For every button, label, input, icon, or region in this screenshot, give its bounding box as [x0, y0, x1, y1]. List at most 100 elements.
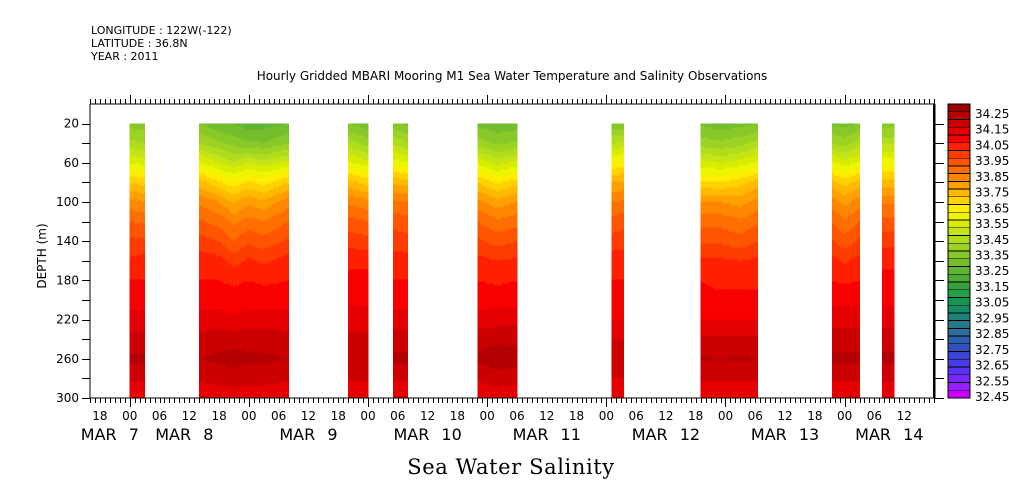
colorbar-label: 33.55 — [975, 217, 1009, 231]
salinity-cell — [736, 159, 739, 168]
salinity-cell — [754, 179, 757, 190]
salinity-cell — [744, 171, 747, 178]
salinity-cell — [364, 137, 367, 146]
salinity-cell — [139, 141, 143, 150]
salinity-cell — [356, 143, 359, 150]
salinity-cell — [611, 123, 614, 130]
salinity-cell — [852, 181, 855, 192]
salinity-cell — [746, 381, 749, 396]
salinity-cell — [513, 155, 516, 162]
salinity-cell — [245, 259, 248, 282]
salinity-cell — [129, 363, 133, 382]
salinity-cell — [511, 173, 514, 180]
salinity-cell — [350, 141, 353, 148]
colorbar-box — [947, 304, 971, 314]
salinity-cell — [131, 175, 135, 184]
salinity-cell — [511, 243, 514, 258]
salinity-cell — [621, 249, 624, 280]
salinity-cell — [203, 235, 206, 252]
salinity-cell — [245, 129, 248, 140]
salinity-cell — [746, 135, 749, 144]
salinity-cell — [135, 331, 139, 354]
salinity-cell — [724, 155, 727, 162]
salinity-cell — [891, 351, 895, 364]
salinity-cell — [495, 307, 498, 326]
x-tick-label: 00 — [599, 409, 614, 423]
salinity-cell — [856, 327, 859, 352]
salinity-cell — [231, 153, 234, 162]
salinity-cell — [722, 203, 725, 216]
salinity-cell — [704, 195, 707, 202]
salinity-cell — [613, 169, 616, 176]
salinity-cell — [710, 175, 713, 182]
x-day-label: MAR 13 — [751, 425, 819, 444]
salinity-cell — [271, 361, 274, 384]
salinity-cell — [352, 381, 355, 398]
salinity-cell — [858, 281, 860, 306]
salinity-cell — [495, 165, 498, 172]
salinity-cell — [846, 351, 849, 364]
salinity-cell — [263, 123, 266, 130]
salinity-cell — [235, 367, 238, 388]
salinity-cell — [350, 187, 353, 196]
salinity-cell — [730, 127, 733, 140]
salinity-cell — [893, 195, 895, 204]
salinity-cell — [277, 169, 280, 174]
salinity-cell — [265, 147, 268, 154]
x-day-label: MAR 11 — [513, 425, 581, 444]
salinity-cell — [481, 349, 484, 366]
salinity-cell — [722, 335, 725, 358]
salinity-cell — [852, 305, 855, 328]
salinity-cell — [706, 153, 709, 162]
salinity-cell — [509, 195, 512, 204]
salinity-cell — [396, 131, 400, 140]
salinity-cell — [485, 241, 488, 258]
salinity-cell — [856, 167, 859, 174]
salinity-cell — [858, 327, 860, 352]
salinity-cell — [613, 175, 616, 182]
salinity-cell — [732, 217, 735, 232]
salinity-cell — [840, 159, 843, 166]
salinity-cell — [515, 385, 518, 398]
salinity-cell — [505, 369, 508, 386]
salinity-cell — [752, 289, 755, 320]
salinity-cell — [358, 207, 361, 220]
salinity-cell — [392, 123, 396, 130]
salinity-cell — [889, 151, 893, 158]
salinity-cell — [277, 213, 280, 228]
salinity-cell — [748, 215, 751, 230]
salinity-cell — [233, 161, 236, 168]
salinity-cell — [402, 193, 406, 202]
salinity-cell — [714, 169, 717, 176]
salinity-cell — [350, 205, 353, 218]
salinity-cell — [611, 251, 614, 280]
salinity-cell — [621, 229, 624, 250]
salinity-cell — [267, 207, 270, 220]
salinity-cell — [497, 143, 500, 152]
salinity-cell — [708, 181, 711, 188]
salinity-cell — [885, 203, 889, 218]
salinity-cell — [483, 129, 486, 140]
salinity-cell — [889, 157, 893, 166]
salinity-cell — [143, 395, 145, 398]
salinity-cell — [704, 283, 707, 320]
salinity-cell — [396, 185, 400, 194]
salinity-cell — [736, 205, 739, 218]
salinity-cell — [728, 195, 731, 204]
salinity-cell — [261, 263, 264, 286]
salinity-cell — [129, 309, 133, 332]
salinity-cell — [746, 125, 749, 136]
salinity-cell — [243, 169, 246, 176]
salinity-cell — [487, 367, 490, 386]
salinity-cell — [231, 167, 234, 174]
salinity-cell — [139, 123, 143, 130]
salinity-cell — [750, 175, 753, 182]
salinity-cell — [756, 167, 759, 174]
salinity-cell — [354, 247, 357, 270]
salinity-cell — [279, 157, 282, 162]
salinity-cell — [848, 203, 851, 216]
salinity-cell — [623, 141, 624, 148]
colorbar-box — [947, 103, 971, 113]
salinity-cell — [726, 195, 729, 204]
salinity-cell — [141, 157, 145, 166]
